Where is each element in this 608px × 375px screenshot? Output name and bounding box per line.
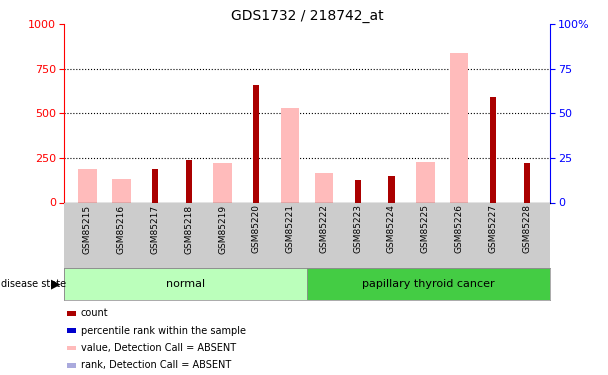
Text: disease state: disease state: [1, 279, 66, 289]
Bar: [307, 268, 550, 300]
Bar: [354, 180, 361, 203]
Bar: [186, 160, 192, 202]
Text: GSM85221: GSM85221: [286, 204, 295, 254]
Bar: [254, 85, 260, 202]
Text: GSM85227: GSM85227: [488, 204, 497, 254]
Bar: [281, 108, 299, 202]
Bar: [112, 179, 131, 203]
Text: GSM85216: GSM85216: [117, 204, 126, 254]
Text: GSM85217: GSM85217: [151, 204, 159, 254]
Text: ▶: ▶: [51, 278, 61, 291]
Text: GSM85222: GSM85222: [319, 204, 328, 254]
Text: GSM85215: GSM85215: [83, 204, 92, 254]
Text: GSM85218: GSM85218: [184, 204, 193, 254]
Text: percentile rank within the sample: percentile rank within the sample: [81, 326, 246, 336]
Bar: [450, 53, 468, 202]
Bar: [490, 98, 496, 202]
Text: GSM85220: GSM85220: [252, 204, 261, 254]
Text: GSM85223: GSM85223: [353, 204, 362, 254]
Text: GSM85225: GSM85225: [421, 204, 430, 254]
Text: GSM85228: GSM85228: [522, 204, 531, 254]
Bar: [315, 173, 333, 202]
Text: GSM85224: GSM85224: [387, 204, 396, 254]
Bar: [78, 169, 97, 202]
Text: value, Detection Call = ABSENT: value, Detection Call = ABSENT: [81, 343, 236, 353]
Text: GSM85226: GSM85226: [455, 204, 463, 254]
Bar: [523, 164, 530, 202]
Text: count: count: [81, 308, 108, 318]
Bar: [213, 164, 232, 202]
Text: GSM85219: GSM85219: [218, 204, 227, 254]
Title: GDS1732 / 218742_at: GDS1732 / 218742_at: [230, 9, 384, 23]
Text: papillary thyroid cancer: papillary thyroid cancer: [362, 279, 495, 289]
Bar: [152, 169, 158, 202]
Text: rank, Detection Call = ABSENT: rank, Detection Call = ABSENT: [81, 360, 231, 370]
Text: normal: normal: [166, 279, 205, 289]
Bar: [64, 268, 307, 300]
Bar: [416, 162, 435, 202]
Bar: [389, 176, 395, 203]
